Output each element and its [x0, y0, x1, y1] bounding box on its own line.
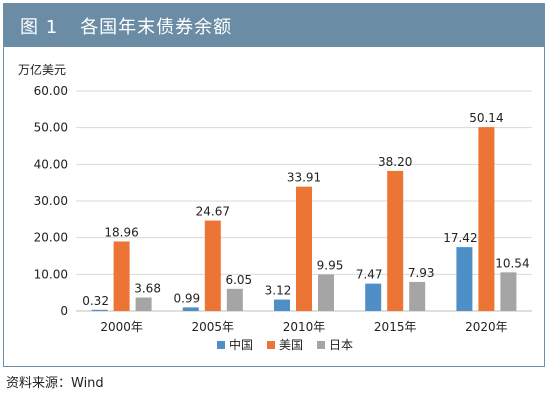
legend-label-china: 中国 [229, 337, 253, 352]
data-label: 24.67 [196, 205, 230, 219]
data-label: 7.47 [356, 268, 383, 282]
bar-japan [226, 288, 243, 311]
data-label: 7.93 [408, 266, 435, 280]
y-axis-unit-label: 万亿美元 [18, 63, 67, 77]
legend-label-japan: 日本 [329, 338, 353, 352]
x-tick-label: 2020年 [465, 320, 508, 334]
x-tick-label: 2010年 [283, 320, 326, 334]
data-label: 3.12 [265, 284, 292, 298]
legend-label-usa: 美国 [279, 338, 303, 352]
bar-china [456, 247, 473, 311]
y-tick-label: 50.00 [34, 121, 68, 135]
y-tick-label: 0 [60, 304, 68, 318]
figure-frame: 图 1 各国年末债券余额 万亿美元 0 10.00 20.00 30.00 40.00 5… [3, 3, 545, 367]
source-note: 资料来源：Wind [6, 376, 104, 391]
bar-china [91, 309, 108, 311]
legend-swatch-china [217, 341, 225, 349]
data-label: 3.68 [134, 282, 161, 296]
bar-china [182, 307, 199, 311]
x-tick-label: 2005年 [192, 320, 235, 334]
bar-usa [478, 127, 495, 311]
data-label: 10.54 [495, 256, 529, 270]
bar-usa [387, 170, 404, 311]
figure-number: 图 1 [20, 16, 59, 38]
y-tick-label: 40.00 [34, 157, 68, 171]
bar-usa [296, 186, 312, 311]
data-label: 6.05 [225, 273, 252, 287]
data-label: 0.32 [82, 294, 109, 308]
data-label: 17.42 [443, 231, 477, 245]
x-tick-label: 2000年 [100, 320, 143, 334]
data-label: 33.91 [287, 171, 321, 185]
y-tick-label: 10.00 [34, 267, 68, 281]
data-label: 0.99 [173, 291, 200, 305]
y-tick-label: 30.00 [34, 194, 68, 208]
bar-usa [204, 220, 221, 311]
x-tick-label: 2015年 [374, 320, 417, 334]
bar-chart: 0 10.00 20.00 30.00 40.00 50.00 60.00 0.32 18.96… [34, 84, 532, 352]
data-label: 18.96 [104, 225, 138, 239]
y-tick-label: 60.00 [34, 84, 68, 98]
bar-usa [113, 241, 130, 311]
data-label: 38.20 [378, 155, 412, 169]
bar-japan [318, 274, 334, 311]
bar-china [365, 283, 382, 311]
legend-swatch-usa [267, 341, 275, 349]
bar-china [274, 299, 290, 311]
bar-japan [135, 297, 152, 311]
y-tick-label: 20.00 [34, 231, 68, 245]
figure-title-bar: 图 1 各国年末债券余额 [4, 4, 544, 47]
bar-japan [500, 272, 517, 311]
data-label: 50.14 [469, 111, 503, 125]
bar-japan [409, 281, 426, 311]
figure-title: 各国年末债券余额 [80, 16, 233, 38]
legend-swatch-japan [317, 341, 325, 349]
data-label: 9.95 [317, 259, 344, 273]
